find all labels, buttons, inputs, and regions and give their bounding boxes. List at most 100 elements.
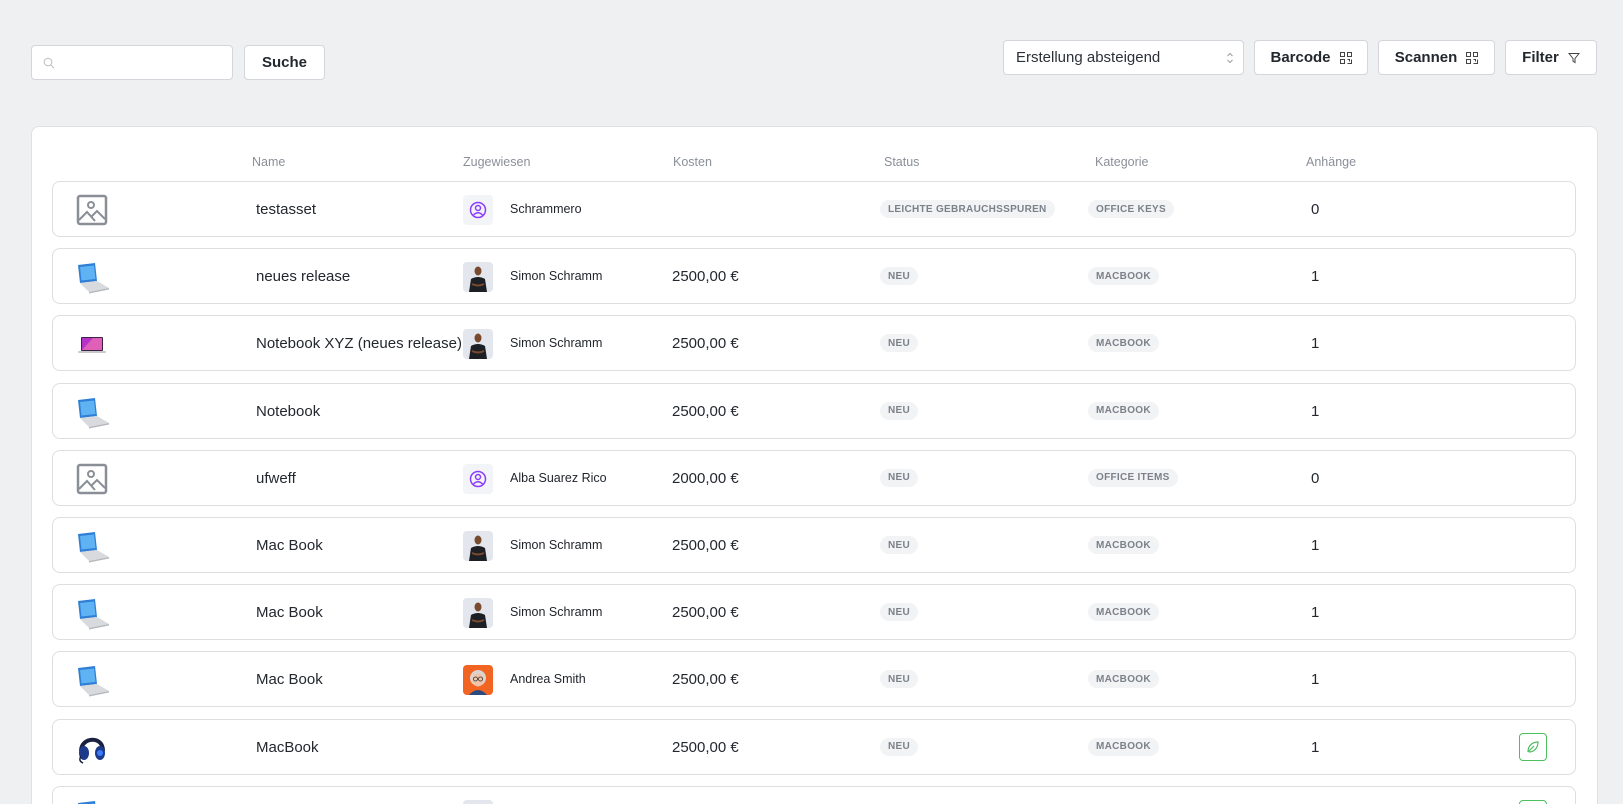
category-badge: MACBOOK	[1088, 603, 1159, 622]
asset-thumbnail	[75, 798, 109, 804]
asset-cost: 2500,00 €	[672, 268, 739, 286]
search-button[interactable]: Suche	[244, 45, 325, 80]
asset-name[interactable]: Notebook	[256, 402, 321, 420]
table-row[interactable]: Mac Book Andrea Smith 2500,00 € NEU MACBOOK 1	[52, 651, 1576, 708]
scan-button[interactable]: Scannen	[1378, 40, 1495, 75]
asset-name[interactable]: Notebook XYZ (neues release)	[256, 335, 462, 353]
table-row[interactable]: Notebook 2500,00 € NEU MACBOOK 1	[52, 382, 1576, 439]
asset-thumbnail	[75, 596, 109, 630]
table-row[interactable]: testasset Schrammero LEICHTE GEBRAUCHSSPUR…	[52, 181, 1576, 237]
asset-thumbnail	[75, 529, 109, 563]
category-badge: OFFICE KEYS	[1088, 200, 1174, 218]
assignee-name: Simon Schramm	[510, 269, 603, 284]
attachments-count: 1	[1311, 738, 1320, 756]
status-badge: LEICHTE GEBRAUCHSSPUREN	[880, 200, 1055, 218]
laptop-thumbnail	[78, 666, 109, 697]
asset-name[interactable]: Mac Book	[256, 604, 323, 622]
status-badge: NEU	[880, 603, 919, 622]
assignee-avatar	[463, 195, 493, 225]
sort-select[interactable]: Erstellung absteigend	[1003, 40, 1244, 75]
image-placeholder-icon	[76, 463, 108, 495]
assignee-avatar	[463, 329, 493, 360]
asset-thumbnail	[75, 462, 109, 496]
table-header: Name Zugewiesen Kosten Status Kategorie …	[0, 155, 1623, 171]
attachments-count: 1	[1311, 402, 1320, 420]
assignee-avatar	[463, 262, 493, 293]
sustainability-button[interactable]	[1519, 799, 1547, 804]
column-header-status[interactable]: Status	[884, 155, 920, 169]
asset-name[interactable]: ufweff	[256, 469, 296, 487]
table-row[interactable]: ufweff Alba Suarez Rico 2000,00 € NEU OFFICE…	[52, 449, 1576, 506]
column-header-category[interactable]: Kategorie	[1095, 155, 1149, 169]
laptop-thumbnail	[78, 532, 109, 563]
assignee-name: Simon Schramm	[510, 336, 603, 351]
column-header-name[interactable]: Name	[252, 155, 286, 169]
status-badge: NEU	[880, 737, 919, 756]
user-circle-icon	[469, 201, 487, 219]
asset-cost: 2500,00 €	[672, 738, 739, 756]
table-row[interactable]	[52, 785, 1576, 804]
attachments-count: 1	[1311, 604, 1320, 622]
assignee-avatar	[463, 598, 493, 629]
laptop-thumbnail	[78, 599, 109, 630]
asset-name[interactable]: Mac Book	[256, 537, 323, 554]
column-header-attachments[interactable]: Anhänge	[1306, 155, 1357, 169]
table-row[interactable]: neues release Simon Schramm 2500,00 € NEU MA…	[52, 248, 1576, 305]
scan-button-label: Scannen	[1394, 49, 1458, 66]
category-badge: MACBOOK	[1088, 536, 1159, 554]
status-badge: NEU	[880, 670, 919, 689]
avatar-photo	[463, 531, 493, 561]
category-badge: MACBOOK	[1088, 267, 1159, 286]
qr-code-icon	[1339, 51, 1352, 64]
asset-thumbnail	[75, 327, 109, 361]
chevron-up-down-icon	[1227, 52, 1233, 64]
image-placeholder-icon	[76, 194, 108, 226]
table-row[interactable]: Notebook XYZ (neues release) Simon Schram…	[52, 315, 1576, 372]
search-input[interactable]	[62, 46, 227, 79]
leaf-icon	[1527, 740, 1539, 753]
asset-cost: 2500,00 €	[672, 402, 739, 420]
assignee-name: Schrammero	[510, 202, 582, 216]
asset-name[interactable]: neues release	[256, 268, 351, 286]
assignee-name: Alba Suarez Rico	[510, 470, 607, 485]
asset-thumbnail	[75, 193, 109, 227]
avatar-photo	[463, 799, 493, 804]
filter-button-label: Filter	[1522, 49, 1559, 66]
asset-cost: 2500,00 €	[672, 671, 739, 689]
sustainability-button[interactable]	[1519, 732, 1547, 761]
category-badge: OFFICE ITEMS	[1088, 468, 1178, 487]
laptop-thumbnail	[78, 800, 96, 804]
asset-thumbnail	[75, 731, 109, 765]
assignee-avatar	[463, 463, 493, 494]
asset-thumbnail	[75, 395, 109, 429]
asset-name[interactable]: testasset	[256, 201, 317, 218]
column-header-cost[interactable]: Kosten	[673, 155, 712, 169]
asset-name[interactable]: Mac Book	[256, 671, 323, 689]
assignee-name: Andrea Smith	[510, 672, 586, 687]
category-badge: MACBOOK	[1088, 334, 1159, 353]
search-icon	[43, 57, 55, 69]
avatar-photo	[463, 665, 493, 696]
qr-code-icon	[1466, 51, 1479, 64]
user-circle-icon	[469, 470, 487, 488]
status-badge: NEU	[880, 401, 919, 420]
table-row[interactable]: Mac Book Simon Schramm 2500,00 € NEU MACBOOK…	[52, 517, 1576, 573]
attachments-count: 1	[1311, 335, 1320, 353]
avatar-photo	[463, 329, 493, 360]
search-button-label: Suche	[261, 54, 307, 71]
search-box[interactable]	[31, 45, 233, 80]
barcode-button[interactable]: Barcode	[1254, 40, 1368, 75]
filter-funnel-icon	[1567, 52, 1580, 63]
filter-button[interactable]: Filter	[1505, 40, 1597, 75]
asset-cost: 2000,00 €	[672, 469, 739, 487]
status-badge: NEU	[880, 267, 919, 286]
attachments-count: 0	[1311, 201, 1320, 218]
table-row[interactable]: Mac Book Simon Schramm 2500,00 € NEU MACBOOK…	[52, 584, 1576, 641]
asset-name[interactable]: MacBook	[256, 738, 319, 756]
table-row[interactable]: MacBook 2500,00 € NEU MACBOOK 1	[52, 718, 1576, 775]
asset-cost: 2500,00 €	[672, 537, 739, 554]
category-badge: MACBOOK	[1088, 401, 1159, 420]
column-header-assigned[interactable]: Zugewiesen	[463, 155, 531, 169]
avatar-photo	[463, 598, 493, 629]
laptop-thumbnail	[78, 397, 109, 429]
